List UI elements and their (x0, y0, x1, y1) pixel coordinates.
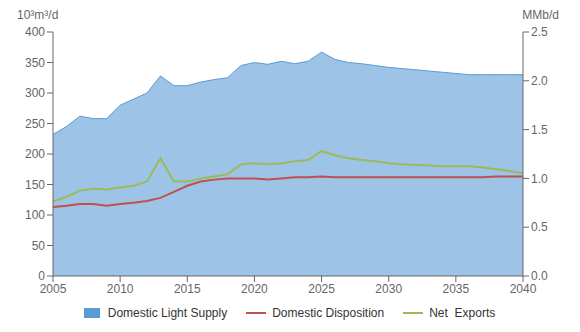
html-text:10³m³/d: 10³m³/d (17, 8, 59, 22)
svg-text:2035: 2035 (443, 282, 470, 296)
svg-text:300: 300 (25, 86, 45, 100)
svg-text:1.5: 1.5 (531, 123, 548, 137)
svg-text:50: 50 (32, 239, 46, 253)
svg-text:2.5: 2.5 (531, 25, 548, 39)
svg-text:2.0: 2.0 (531, 74, 548, 88)
svg-text:150: 150 (25, 178, 45, 192)
svg-text:2040: 2040 (510, 282, 537, 296)
svg-text:100: 100 (25, 208, 45, 222)
svg-text:2015: 2015 (174, 282, 201, 296)
svg-text:0.5: 0.5 (531, 220, 548, 234)
html-text:Domestic Light Supply: Domestic Light Supply (107, 306, 228, 320)
svg-text:2025: 2025 (308, 282, 335, 296)
svg-text:2010: 2010 (107, 282, 134, 296)
svg-text:0.0: 0.0 (531, 269, 548, 283)
svg-text:2020: 2020 (241, 282, 268, 296)
html-text:Domestic Disposition: Domestic Disposition (272, 306, 385, 320)
svg-text:2030: 2030 (375, 282, 402, 296)
svg-text:350: 350 (25, 56, 45, 70)
svg-text:400: 400 (25, 25, 45, 39)
svg-text:0: 0 (38, 269, 45, 283)
svg-text:200: 200 (25, 147, 45, 161)
svg-text:250: 250 (25, 117, 45, 131)
html-text:MMb/d: MMb/d (522, 8, 559, 22)
svg-text:1.0: 1.0 (531, 172, 548, 186)
html-text:Net Exports: Net Exports (429, 306, 496, 320)
svg-text:2005: 2005 (40, 282, 67, 296)
